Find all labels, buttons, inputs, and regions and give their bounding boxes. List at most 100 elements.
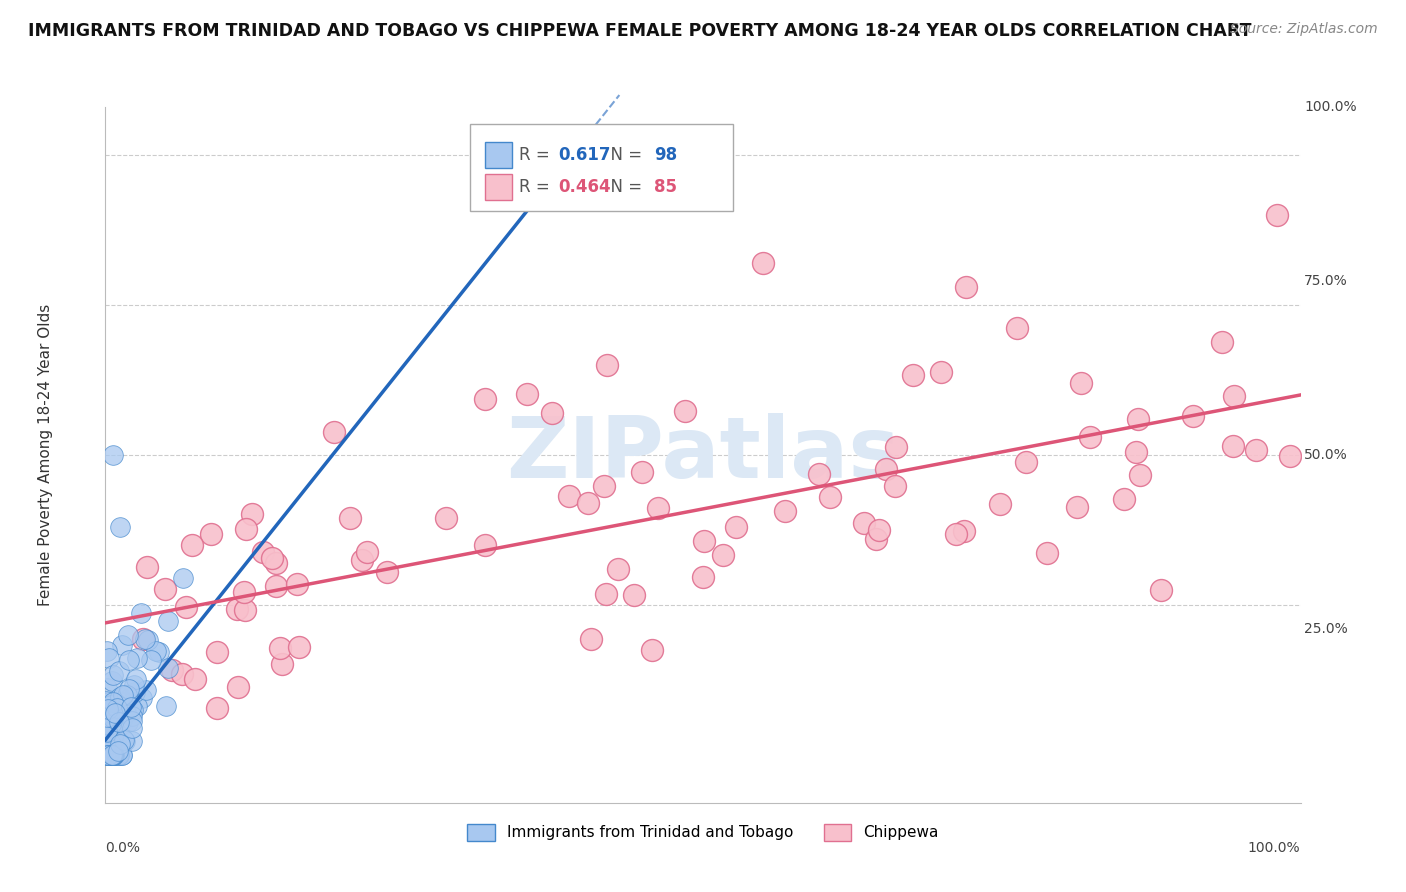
Point <box>155 582 177 596</box>
Point <box>118 691 141 706</box>
Point <box>111 639 134 653</box>
Point <box>516 386 538 401</box>
Point <box>97 739 120 753</box>
Point <box>118 682 141 697</box>
Point <box>1066 500 1088 514</box>
Point <box>134 632 156 647</box>
Point <box>96 747 118 762</box>
Point <box>118 653 141 667</box>
Point <box>262 550 284 565</box>
Point <box>725 520 748 534</box>
Point <box>94 693 117 707</box>
Point <box>135 683 157 698</box>
Point <box>269 640 291 655</box>
Point <box>474 392 496 406</box>
Point <box>235 522 257 536</box>
Point <box>129 606 152 620</box>
Point <box>884 440 907 454</box>
Point <box>107 747 129 762</box>
Point <box>107 742 129 756</box>
Bar <box>485 174 512 201</box>
Text: 98: 98 <box>654 146 678 164</box>
Point <box>592 478 614 492</box>
Point <box>157 661 180 675</box>
Point <box>901 368 924 382</box>
Point <box>170 667 193 681</box>
Point <box>174 599 197 614</box>
Point <box>541 406 564 420</box>
Point <box>288 640 311 654</box>
Point <box>110 737 132 751</box>
Point <box>266 556 288 570</box>
Text: 0.617: 0.617 <box>558 146 610 164</box>
Point <box>285 576 308 591</box>
Point <box>751 256 773 270</box>
Point <box>155 698 177 713</box>
Point <box>773 504 796 518</box>
Point <box>377 566 399 580</box>
Text: N =: N = <box>600 146 648 164</box>
Point <box>252 545 274 559</box>
Point <box>97 723 120 738</box>
Point <box>207 645 229 659</box>
Point <box>132 632 155 646</box>
Point <box>558 489 581 503</box>
Point <box>148 645 170 659</box>
Point <box>875 462 897 476</box>
Point <box>111 747 134 762</box>
Point <box>853 516 876 531</box>
Point <box>1070 376 1092 390</box>
Point <box>115 706 138 721</box>
Point <box>988 497 1011 511</box>
Point <box>692 533 714 548</box>
Point <box>98 712 121 726</box>
Point <box>1222 439 1244 453</box>
Point <box>117 688 139 702</box>
Point <box>868 523 890 537</box>
Point <box>101 747 124 762</box>
Text: 0.0%: 0.0% <box>105 841 141 855</box>
Point <box>96 747 118 762</box>
Point <box>96 724 118 739</box>
Point <box>1014 455 1036 469</box>
Point <box>107 744 129 758</box>
Point <box>100 724 122 739</box>
Point <box>226 680 249 694</box>
Point <box>131 691 153 706</box>
Point <box>184 672 207 686</box>
Point <box>111 695 134 709</box>
Point <box>474 538 496 552</box>
Point <box>641 643 664 657</box>
Point <box>623 588 645 602</box>
Text: R =: R = <box>519 178 555 196</box>
Point <box>630 465 652 479</box>
Point <box>125 672 148 686</box>
Point <box>98 726 121 740</box>
Point <box>1129 467 1152 482</box>
Point <box>865 533 887 547</box>
Point <box>98 741 121 756</box>
Point <box>101 747 124 762</box>
Point <box>270 657 292 672</box>
Point <box>1246 442 1268 457</box>
Point <box>100 698 122 712</box>
Point <box>1150 583 1173 598</box>
Point <box>1278 450 1301 464</box>
Point <box>1223 389 1246 403</box>
Point <box>101 673 124 688</box>
Point <box>98 650 121 665</box>
Point <box>135 559 157 574</box>
Point <box>101 723 124 737</box>
Point <box>97 722 120 736</box>
Point <box>225 602 247 616</box>
Point <box>929 365 952 379</box>
Point <box>103 711 125 725</box>
Point <box>125 651 148 665</box>
Point <box>97 717 120 731</box>
Text: 75.0%: 75.0% <box>1305 274 1348 288</box>
Point <box>117 715 139 730</box>
Bar <box>485 142 512 169</box>
Point <box>1007 320 1029 334</box>
Point <box>647 501 669 516</box>
FancyBboxPatch shape <box>470 124 733 211</box>
